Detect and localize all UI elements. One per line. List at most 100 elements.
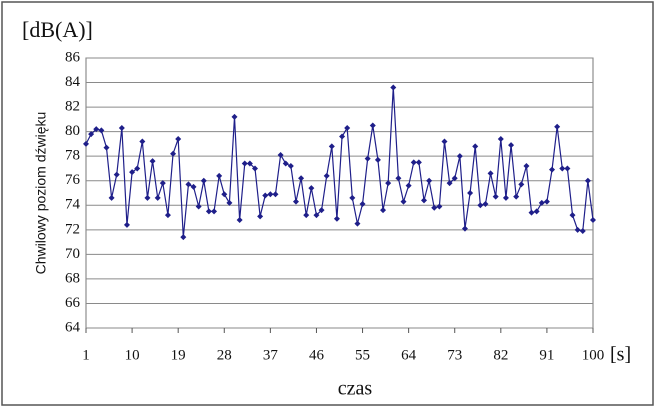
data-point	[262, 192, 269, 199]
data-point	[431, 204, 438, 211]
data-point	[538, 199, 545, 206]
data-point	[108, 194, 115, 201]
data-point	[93, 126, 100, 133]
data-point	[451, 175, 458, 182]
y-unit: [dB(A)]	[22, 17, 93, 42]
data-point	[88, 131, 95, 138]
data-point	[113, 171, 120, 178]
data-point	[405, 182, 412, 189]
y-tick-label: 84	[65, 74, 81, 90]
data-point	[303, 212, 310, 219]
data-point	[149, 158, 156, 165]
data-point	[502, 194, 509, 201]
data-point	[569, 212, 576, 219]
y-axis-label: Chwilowy poziom dźwięku	[33, 112, 49, 275]
data-point	[492, 193, 499, 200]
data-point	[364, 155, 371, 162]
x-tick-label: 82	[493, 347, 508, 363]
data-point	[226, 199, 233, 206]
data-point	[543, 198, 550, 205]
y-tick-label: 64	[65, 319, 81, 335]
data-point	[103, 144, 110, 151]
data-point	[318, 207, 325, 214]
data-point	[354, 220, 361, 227]
data-point	[216, 172, 223, 179]
data-point	[554, 123, 561, 130]
data-point	[154, 194, 161, 201]
data-point	[344, 124, 351, 131]
data-point	[287, 163, 294, 169]
data-point	[456, 153, 463, 160]
y-tick-label: 66	[65, 295, 81, 311]
x-tick-label: 10	[125, 347, 140, 363]
y-tick-label: 72	[65, 221, 80, 237]
data-point	[164, 212, 171, 219]
x-tick-label: 73	[447, 347, 462, 363]
data-point	[272, 191, 279, 198]
y-tick-label: 86	[65, 49, 81, 65]
data-point	[134, 165, 141, 172]
data-point	[590, 217, 596, 223]
x-tick-label: 100	[582, 347, 605, 363]
data-point	[292, 198, 299, 205]
data-point	[487, 170, 494, 177]
series-line	[85, 87, 594, 238]
x-tick-label: 64	[401, 347, 417, 363]
data-point	[175, 136, 182, 142]
data-point	[369, 122, 376, 129]
data-point	[129, 169, 136, 176]
data-point	[308, 185, 315, 192]
data-point	[497, 136, 504, 142]
data-point	[139, 138, 146, 145]
data-point	[436, 203, 443, 210]
y-tick-label: 74	[65, 197, 81, 213]
data-point	[257, 213, 264, 220]
data-point	[241, 160, 248, 167]
data-point	[83, 140, 89, 147]
x-tick-label: 46	[309, 347, 325, 363]
data-point	[185, 181, 192, 188]
data-point	[180, 234, 187, 241]
data-point	[159, 180, 166, 187]
data-point	[231, 113, 238, 120]
data-point	[477, 202, 484, 209]
data-point	[323, 172, 330, 179]
y-tick-label: 80	[65, 123, 80, 139]
data-point	[446, 180, 453, 187]
data-point	[282, 160, 289, 167]
data-point	[415, 159, 422, 166]
plot-area	[85, 57, 594, 329]
data-point	[395, 175, 402, 182]
x-axis-label: czas	[338, 378, 373, 400]
y-tick-label: 78	[65, 148, 80, 164]
data-point	[190, 183, 197, 190]
x-unit: [s]	[610, 344, 631, 366]
data-point	[461, 225, 468, 232]
data-point	[385, 180, 392, 187]
data-point	[426, 177, 433, 184]
data-point	[118, 124, 125, 131]
data-point	[584, 177, 591, 184]
data-point	[380, 207, 387, 214]
data-point	[252, 165, 258, 172]
data-point	[349, 194, 356, 201]
data-point	[200, 177, 207, 184]
x-tick-label: 55	[355, 347, 370, 363]
data-point	[195, 203, 202, 210]
data-point	[390, 84, 397, 91]
data-point	[333, 215, 340, 222]
data-point	[528, 209, 535, 216]
data-point	[410, 159, 417, 166]
data-point	[508, 142, 515, 149]
data-point	[574, 226, 581, 233]
data-point	[482, 201, 489, 208]
data-point	[98, 127, 105, 134]
data-point	[467, 190, 474, 196]
data-point	[549, 166, 556, 173]
data-point	[472, 143, 479, 150]
data-point	[205, 208, 212, 215]
data-point	[374, 156, 381, 163]
data-point	[339, 133, 346, 140]
data-point	[533, 208, 540, 215]
